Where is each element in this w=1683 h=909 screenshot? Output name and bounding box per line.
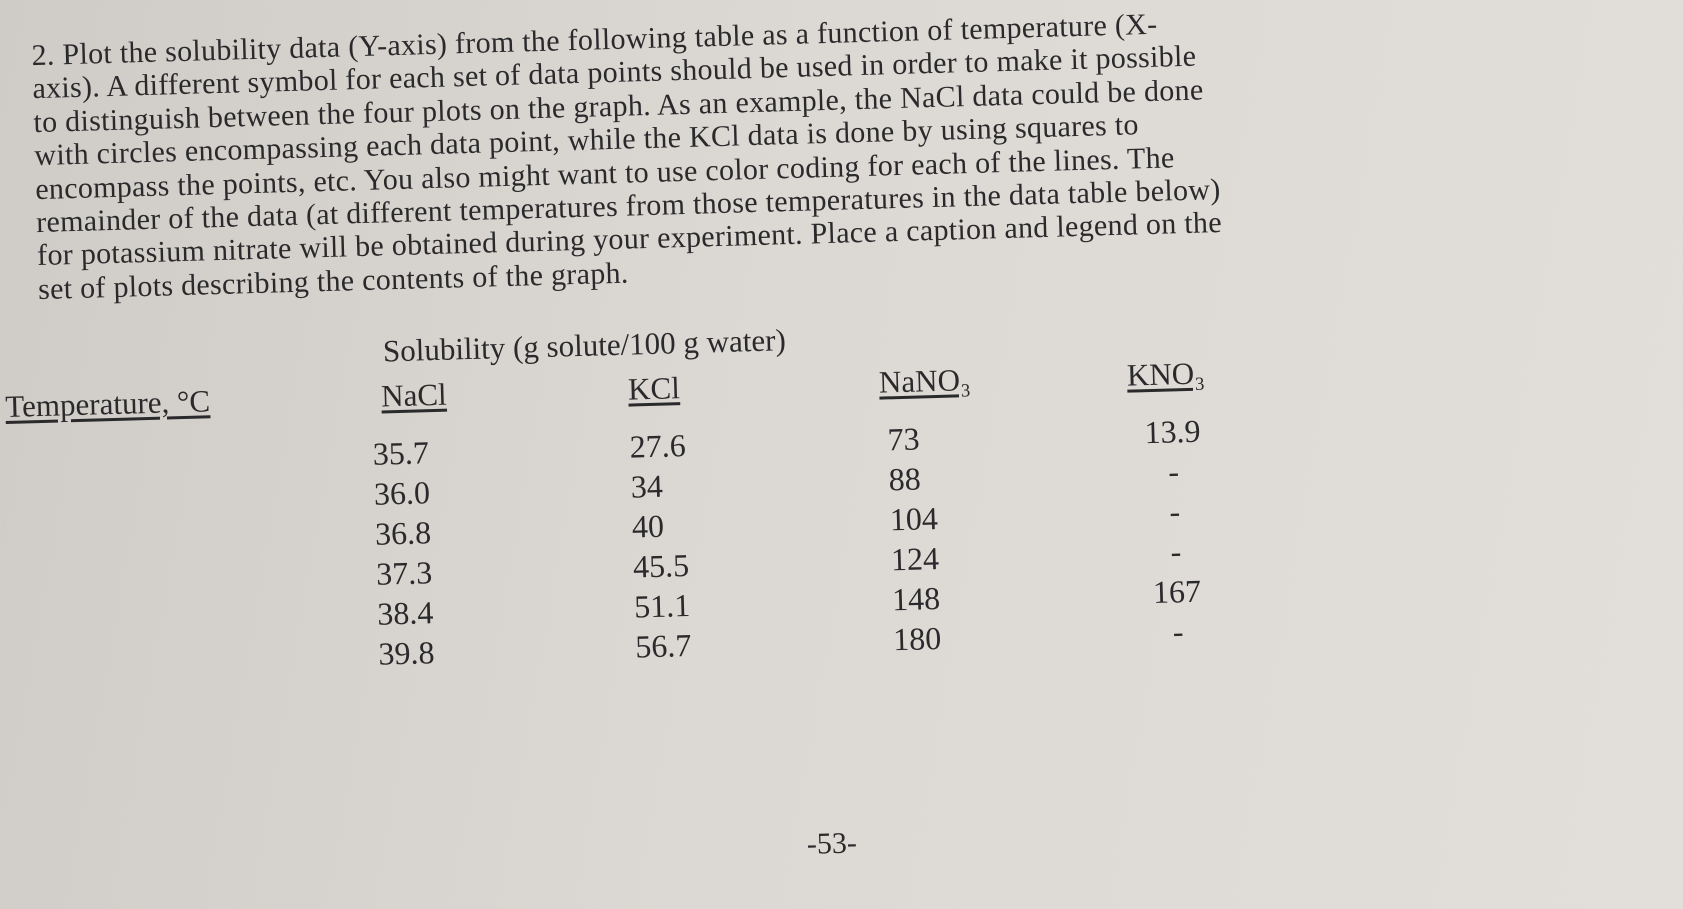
table-cell: 13.9	[1144, 412, 1201, 451]
table-cell: 36.0	[373, 474, 431, 512]
table-caption: Solubility (g solute/100 g water)	[382, 322, 787, 369]
table-cell: 37.3	[375, 554, 433, 592]
table-cell: 27.6	[629, 427, 687, 465]
table-cell: 39.8	[377, 634, 435, 672]
table-cell: 34	[630, 467, 664, 505]
table-cell: 51.1	[633, 586, 691, 625]
table-cell: 35.7	[372, 434, 430, 472]
column-header: Temperature, °C	[4, 383, 211, 425]
table-cell: 180	[892, 619, 942, 658]
table-cell: -	[1167, 453, 1180, 490]
table-cell: 40	[631, 507, 665, 545]
table-cell: 167	[1152, 572, 1202, 611]
table-cell: 73	[887, 420, 921, 458]
column-header: NaNO₃	[878, 362, 972, 400]
table-cell: -	[1172, 613, 1184, 650]
table-cell: 45.5	[632, 546, 690, 585]
table-cell: 148	[891, 579, 941, 618]
table-cell: 36.8	[374, 514, 432, 552]
question-number: 2.	[31, 38, 56, 73]
table-cell: -	[1170, 533, 1182, 570]
table-cell: 56.7	[634, 626, 692, 665]
table-cell: 38.4	[376, 594, 434, 632]
table-cell: 88	[888, 460, 922, 498]
column-header: KCl	[627, 370, 681, 407]
page-number: -53-	[806, 826, 858, 861]
table-cell: -	[1168, 493, 1181, 530]
table-cell: 104	[889, 500, 939, 538]
table-cell: 124	[890, 540, 940, 578]
column-header: NaCl	[380, 376, 448, 414]
column-header: KNO₃	[1126, 355, 1206, 393]
